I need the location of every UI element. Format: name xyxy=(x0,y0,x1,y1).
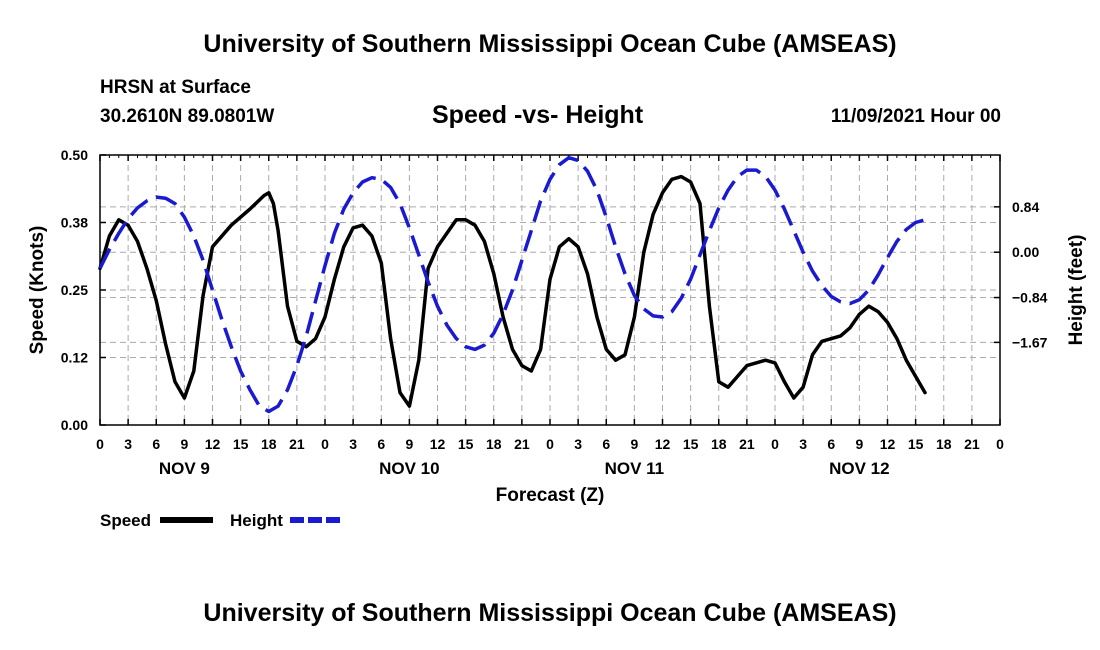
x-tick-label: 18 xyxy=(711,436,727,452)
footer-title: University of Southern Mississippi Ocean… xyxy=(203,599,897,627)
x-tick-label: 12 xyxy=(205,436,221,452)
x-tick-label: 9 xyxy=(855,436,863,452)
x-tick-label: 0 xyxy=(96,436,104,452)
grid-lines xyxy=(100,155,1000,425)
x-tick-label: 3 xyxy=(349,436,357,452)
x-tick-label: 21 xyxy=(289,436,305,452)
x-tick-label: 12 xyxy=(655,436,671,452)
x-tick-label: 6 xyxy=(377,436,385,452)
x-tick-label: 3 xyxy=(574,436,582,452)
x-tick-label: 9 xyxy=(180,436,188,452)
y-tick-label: 0.25 xyxy=(61,282,88,298)
day-label: NOV 11 xyxy=(605,459,665,478)
y-tick-label: 0.38 xyxy=(61,215,88,231)
legend-label-height: Height xyxy=(230,511,283,530)
x-axis-title: Forecast (Z) xyxy=(496,485,605,506)
main-title: University of Southern Mississippi Ocean… xyxy=(203,30,897,58)
y2-tick-label: −1.67 xyxy=(1012,334,1048,350)
x-tick-label: 0 xyxy=(321,436,329,452)
x-tick-label: 18 xyxy=(936,436,952,452)
height-series-line xyxy=(98,155,926,414)
x-tick-label: 12 xyxy=(880,436,896,452)
y-axis-title: Speed (Knots) xyxy=(27,226,48,355)
station-coordinates: 30.2610N 89.0801W xyxy=(100,106,275,127)
chart-title: Speed -vs- Height xyxy=(432,101,644,129)
y-tick-label: 0.00 xyxy=(61,417,88,433)
speed-series-line xyxy=(98,174,927,408)
x-tick-label: 15 xyxy=(458,436,474,452)
x-tick-label: 6 xyxy=(152,436,160,452)
x-tick-label: 21 xyxy=(514,436,530,452)
y2-axis-title: Height (feet) xyxy=(1066,235,1087,346)
x-tick-label: 0 xyxy=(546,436,554,452)
x-tick-label: 0 xyxy=(771,436,779,452)
y2-tick-label: −0.84 xyxy=(1012,290,1048,306)
x-tick-label: 9 xyxy=(630,436,638,452)
series-group xyxy=(98,155,927,414)
x-tick-label: 15 xyxy=(908,436,924,452)
y2-tick-label: 0.00 xyxy=(1012,244,1039,260)
legend: Speed Height xyxy=(100,511,342,530)
axis-ticks xyxy=(99,154,1001,426)
day-label: NOV 12 xyxy=(829,459,889,478)
x-tick-label: 15 xyxy=(233,436,249,452)
forecast-date: 11/09/2021 Hour 00 xyxy=(830,106,1001,127)
x-tick-label: 15 xyxy=(683,436,699,452)
day-label: NOV 10 xyxy=(379,459,439,478)
x-tick-label: 18 xyxy=(486,436,502,452)
day-label: NOV 9 xyxy=(159,459,210,478)
legend-label-speed: Speed xyxy=(100,511,151,530)
x-tick-label: 21 xyxy=(964,436,980,452)
x-tick-label: 18 xyxy=(261,436,277,452)
x-tick-label: 3 xyxy=(124,436,132,452)
y-tick-label: 0.50 xyxy=(61,147,88,163)
x-tick-label: 21 xyxy=(739,436,755,452)
x-tick-label: 9 xyxy=(405,436,413,452)
y2-tick-label: 0.84 xyxy=(1012,199,1039,215)
y-tick-label: 0.12 xyxy=(61,350,88,366)
station-name: HRSN at Surface xyxy=(100,77,251,98)
x-tick-label: 0 xyxy=(996,436,1004,452)
x-tick-label: 3 xyxy=(799,436,807,452)
axis-labels: 0 3 6 9 12 15 18 21 0 3 6 9 12 15 18 21 0 3 6 9 12 15 18 21 0 3 6 9… xyxy=(27,147,1087,506)
x-tick-label: 6 xyxy=(602,436,610,452)
x-tick-label: 12 xyxy=(430,436,446,452)
x-tick-label: 6 xyxy=(827,436,835,452)
